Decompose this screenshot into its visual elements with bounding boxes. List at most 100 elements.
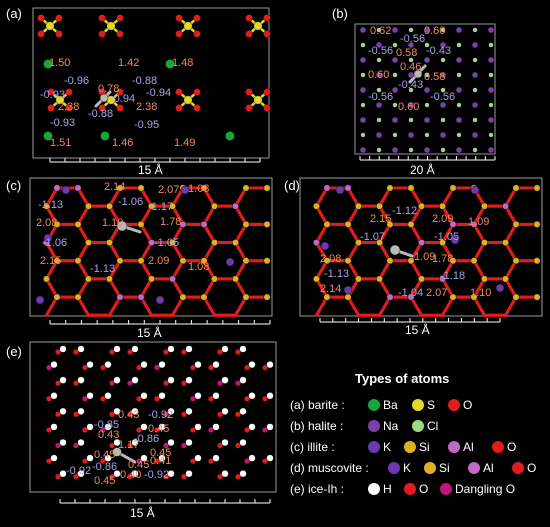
panel-c-charge-label: 1.08 bbox=[188, 183, 209, 195]
oxygen-atom bbox=[193, 14, 201, 22]
illite-aluminum-atom bbox=[200, 220, 208, 228]
panel-a-charge-label: -0.95 bbox=[134, 119, 159, 131]
legend-row-label: (c) illite : bbox=[290, 440, 335, 454]
panel-d-charge-label: 1.09 bbox=[468, 216, 489, 228]
illite-framework-bond bbox=[234, 204, 248, 226]
oxygen-atom bbox=[98, 104, 106, 112]
oxygen-atom bbox=[193, 88, 201, 96]
sodium-atom bbox=[423, 116, 431, 124]
illite-framework-bond bbox=[234, 186, 248, 208]
illite-framework-bond bbox=[76, 259, 90, 281]
muscovite-framework-bond bbox=[472, 295, 486, 317]
oxygen-atom bbox=[126, 473, 133, 480]
barium-atom bbox=[225, 131, 235, 141]
dangling-oxygen-atom bbox=[126, 380, 133, 387]
muscovite-framework-bond bbox=[409, 222, 423, 245]
chlorine-atom bbox=[440, 57, 446, 63]
illite-framework-bond bbox=[202, 204, 216, 226]
panel-e-scale: 15 Å bbox=[130, 505, 155, 520]
muscovite-framework-bond bbox=[346, 186, 360, 208]
illite-framework-bond bbox=[202, 295, 216, 317]
muscovite-silicon-atom bbox=[376, 239, 383, 246]
illite-framework-bond bbox=[45, 204, 59, 226]
oxygen-atom bbox=[263, 104, 271, 112]
panel-e-letter: (e) bbox=[6, 344, 22, 359]
atoms-layer bbox=[35, 14, 541, 480]
muscovite-framework-bond bbox=[346, 295, 360, 317]
legend-swatch bbox=[388, 462, 400, 474]
sodium-atom bbox=[391, 56, 399, 64]
muscovite-silicon-atom bbox=[449, 257, 457, 265]
illite-silicon-atom bbox=[148, 202, 155, 210]
oxygen-atom bbox=[98, 30, 106, 38]
legend-swatch bbox=[512, 462, 524, 474]
chlorine-atom bbox=[488, 42, 494, 48]
sodium-atom bbox=[407, 101, 415, 109]
oxygen-atom bbox=[162, 380, 169, 387]
panel-c-charge-label: 2.15 bbox=[40, 255, 61, 267]
oxygen-atom bbox=[153, 426, 160, 433]
panel-b-charge-label: 0.60 bbox=[398, 101, 419, 113]
sodium-atom bbox=[471, 101, 479, 109]
panel-a-charge-label: -0.93 bbox=[50, 117, 75, 129]
muscovite-framework-bond bbox=[409, 259, 423, 281]
muscovite-silicon-atom bbox=[533, 184, 541, 192]
legend-swatch bbox=[368, 441, 380, 453]
dangling-oxygen-atom bbox=[72, 442, 79, 449]
oxygen-atom bbox=[180, 380, 187, 387]
hydrogen-atom bbox=[113, 345, 121, 353]
muscovite-framework-bond bbox=[504, 277, 518, 299]
illite-silicon-atom bbox=[148, 275, 155, 283]
dangling-oxygen-atom bbox=[216, 380, 223, 387]
muscovite-framework-bond bbox=[504, 204, 518, 226]
panel-c-charge-label: -1.06 bbox=[118, 196, 143, 208]
muscovite-silicon-atom bbox=[418, 275, 425, 283]
illite-silicon-atom bbox=[74, 257, 82, 265]
hydrogen-atom bbox=[248, 360, 256, 369]
muscovite-silicon-atom bbox=[418, 202, 425, 210]
hydrogen-atom bbox=[104, 360, 112, 369]
muscovite-framework-bond bbox=[346, 241, 360, 263]
hydrogen-atom bbox=[59, 438, 67, 447]
sulfur-atom bbox=[45, 21, 55, 31]
hydrogen-atom bbox=[167, 376, 175, 384]
legend-swatch bbox=[368, 483, 380, 495]
oxygen-atom bbox=[234, 349, 241, 356]
hydrogen-atom bbox=[77, 345, 85, 353]
sodium-atom bbox=[439, 41, 447, 49]
legend-item-label: S bbox=[427, 398, 435, 412]
scale-bars bbox=[49, 156, 501, 504]
illite-silicon-atom bbox=[137, 184, 145, 192]
muscovite-silicon-atom bbox=[502, 275, 509, 283]
oxygen-atom bbox=[243, 395, 250, 402]
oxygen-atom bbox=[245, 30, 253, 38]
muscovite-silicon-atom bbox=[344, 220, 352, 228]
muscovite-silicon-atom bbox=[386, 184, 394, 192]
muscovite-silicon-atom bbox=[323, 220, 331, 228]
muscovite-framework-bond bbox=[409, 204, 423, 226]
oxygen-atom bbox=[175, 30, 183, 38]
muscovite-aluminum-atom bbox=[502, 202, 509, 210]
oxygen-atom bbox=[55, 380, 62, 387]
chlorine-atom bbox=[376, 27, 382, 33]
sodium-atom bbox=[391, 26, 399, 34]
hydrogen-atom bbox=[59, 470, 67, 478]
legend-row-label: (d) muscovite : bbox=[290, 461, 369, 475]
oxygen-atom bbox=[189, 458, 196, 465]
panel-e-charge-label: -0.85 bbox=[94, 419, 119, 431]
oxygen-atom bbox=[263, 14, 271, 22]
legend-row-label: (b) halite : bbox=[290, 419, 343, 433]
muscovite-framework-bond bbox=[441, 186, 455, 208]
muscovite-framework-bond bbox=[315, 295, 329, 317]
illite-framework-bond bbox=[45, 295, 59, 317]
muscovite-aluminum-atom bbox=[323, 184, 331, 192]
hydrogen-atom bbox=[248, 392, 256, 400]
panel-b-letter: (b) bbox=[332, 6, 348, 21]
oxygen-atom bbox=[37, 30, 45, 38]
hydrogen-atom bbox=[185, 438, 193, 447]
panel-a-letter: (a) bbox=[6, 6, 22, 21]
oxygen-atom bbox=[108, 411, 115, 418]
hydrogen-atom bbox=[239, 470, 247, 478]
illite-silicon-atom bbox=[53, 293, 61, 301]
hydrogen-atom bbox=[221, 345, 229, 353]
